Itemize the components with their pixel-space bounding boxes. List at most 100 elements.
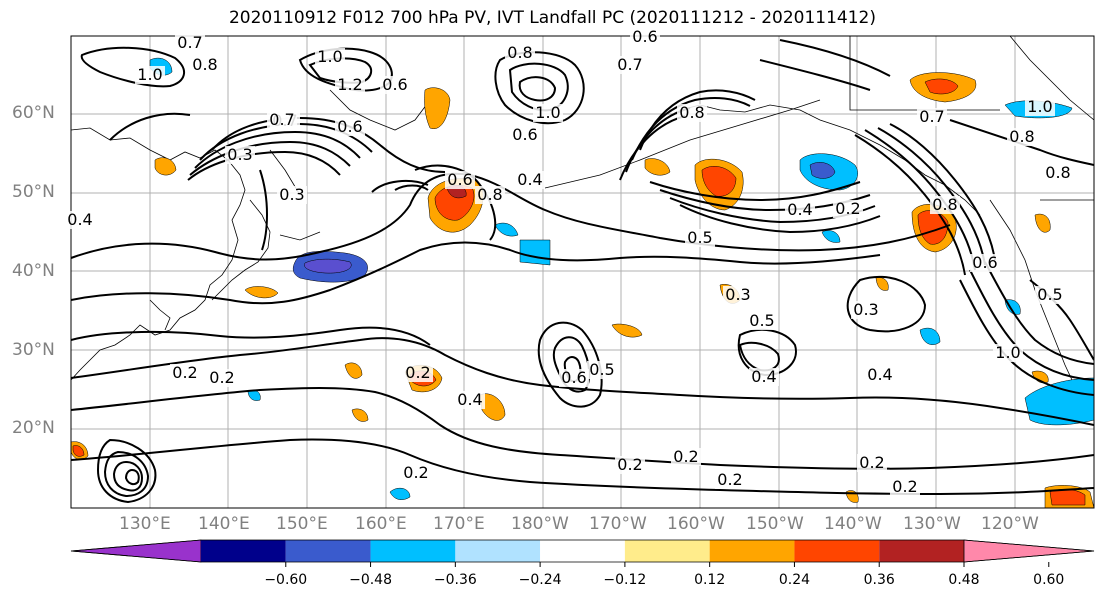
contour-label: 0.5 <box>687 228 712 247</box>
contour-label: 0.6 <box>561 368 586 387</box>
colorbar-outline <box>70 539 1095 563</box>
contour-label-bg <box>723 286 753 304</box>
contour-label: 0.4 <box>751 367 776 386</box>
contour-label: 0.2 <box>209 368 234 387</box>
colorbar-tick-label: −0.36 <box>433 572 477 588</box>
contour-label-bg <box>749 368 779 386</box>
contour-label: 0.8 <box>1009 127 1034 146</box>
contour-label-bg <box>510 126 540 144</box>
contour-label: 0.2 <box>673 447 698 466</box>
contour-label: 1.0 <box>535 103 560 122</box>
contour-label-bg <box>930 196 960 214</box>
contour-label-bg <box>475 186 505 204</box>
contour-label-bg <box>401 464 431 482</box>
contour-label: 1.0 <box>137 65 162 84</box>
contour-label-bg <box>851 301 881 319</box>
contour-label: 0.7 <box>617 55 642 74</box>
contour-label: 0.4 <box>457 390 482 409</box>
contour-label-bg <box>65 211 95 229</box>
contour-label-bg <box>833 200 863 218</box>
lon-label-140e: 140°E <box>198 514 250 534</box>
contour-label-bg <box>671 448 701 466</box>
contour-label: 0.4 <box>67 210 92 229</box>
colorbar-segment <box>794 540 880 562</box>
colorbar-segment <box>201 540 286 562</box>
contour-label-bg <box>533 104 563 122</box>
lon-label-170e: 170°E <box>433 514 485 534</box>
contour-label: 0.6 <box>337 117 362 136</box>
contour-label-bg <box>630 28 660 46</box>
contour-label-bg <box>615 56 645 74</box>
contour-label: 0.2 <box>172 363 197 382</box>
contour-label-bg <box>615 456 645 474</box>
contour-label-bg <box>380 76 410 94</box>
contour-label: 0.4 <box>517 170 542 189</box>
contour-label: 0.8 <box>507 43 532 62</box>
contour-label-bg <box>455 391 485 409</box>
lat-label-30n: 30°N <box>12 340 55 360</box>
contour-label: 0.5 <box>749 311 774 330</box>
lon-label-170w: 170°W <box>589 514 647 534</box>
contour-label-bg <box>277 186 307 204</box>
contour-label-bg <box>267 111 297 129</box>
contour-label-bg <box>505 44 535 62</box>
contour-label-bg <box>225 146 255 164</box>
colorbar-tick-label: 0.36 <box>863 572 895 588</box>
lon-label-160w: 160°W <box>667 514 725 534</box>
contour-label: 1.0 <box>995 343 1020 362</box>
contour-label-bg <box>559 369 589 387</box>
contour-label-bg <box>1025 98 1055 116</box>
contour-label: 0.2 <box>717 470 742 489</box>
contour-label: 0.3 <box>725 285 750 304</box>
lon-label-130w: 130°W <box>903 514 961 534</box>
colorbar-extend-low <box>70 539 202 563</box>
contour-label: 0.6 <box>972 253 997 272</box>
contour-label: 0.2 <box>403 463 428 482</box>
lon-label-120w: 120°W <box>981 514 1039 534</box>
colorbar-tick-label: −0.48 <box>349 572 392 588</box>
contour-label: 1.0 <box>317 47 342 66</box>
contour-labels: 0.7 0.8 1.0 0.6 0.7 0.6 1.0 1.2 0.6 0.8 1.0 0.6 0.4 0… <box>65 27 1073 496</box>
colorbar-segment <box>370 540 456 562</box>
contour-label: 0.6 <box>632 27 657 46</box>
contour-label: 0.6 <box>512 125 537 144</box>
contour-label: 0.2 <box>617 455 642 474</box>
lon-label-150e: 150°E <box>276 514 328 534</box>
lat-label-60n: 60°N <box>12 103 55 123</box>
contour-label: 0.2 <box>405 363 430 382</box>
contour-label: 0.5 <box>589 360 614 379</box>
colorbar-tick-label: −0.12 <box>603 572 647 588</box>
contour-label: 0.8 <box>477 185 502 204</box>
contour-label: 0.5 <box>1037 285 1062 304</box>
colorbar <box>70 539 1095 567</box>
contour-label-bg <box>970 254 1000 272</box>
contour-label: 0.8 <box>1045 163 1070 182</box>
contour-label-bg <box>170 364 200 382</box>
contour-label-bg <box>335 76 365 94</box>
contour-label: 0.6 <box>382 75 407 94</box>
contour-label-bg <box>1043 164 1073 182</box>
contour-label-bg <box>865 366 895 384</box>
contour-label-bg <box>175 34 205 52</box>
contour-label-bg <box>857 454 887 472</box>
colorbar-segment <box>540 540 625 562</box>
lat-label-50n: 50°N <box>12 182 55 202</box>
contour-label-bg <box>315 48 345 66</box>
contour-label: 1.2 <box>337 75 362 94</box>
contour-label-bg <box>135 66 165 84</box>
lat-label-40n: 40°N <box>12 261 55 281</box>
contour-label: 0.4 <box>787 200 812 219</box>
colorbar-segment <box>624 540 710 562</box>
contour-label: 0.3 <box>279 185 304 204</box>
contour-label-bg <box>677 104 707 122</box>
contour-label-bg <box>685 229 715 247</box>
colorbar-tick-label: 0.60 <box>1033 572 1065 588</box>
contour-label-bg <box>445 171 475 189</box>
lon-label-150w: 150°W <box>746 514 804 534</box>
colorbar-segment <box>285 540 371 562</box>
contour-label: 0.8 <box>679 103 704 122</box>
contour-label: 0.7 <box>177 33 202 52</box>
colorbar-tick-label: 0.24 <box>778 572 811 588</box>
lon-label-130e: 130°E <box>119 514 171 534</box>
